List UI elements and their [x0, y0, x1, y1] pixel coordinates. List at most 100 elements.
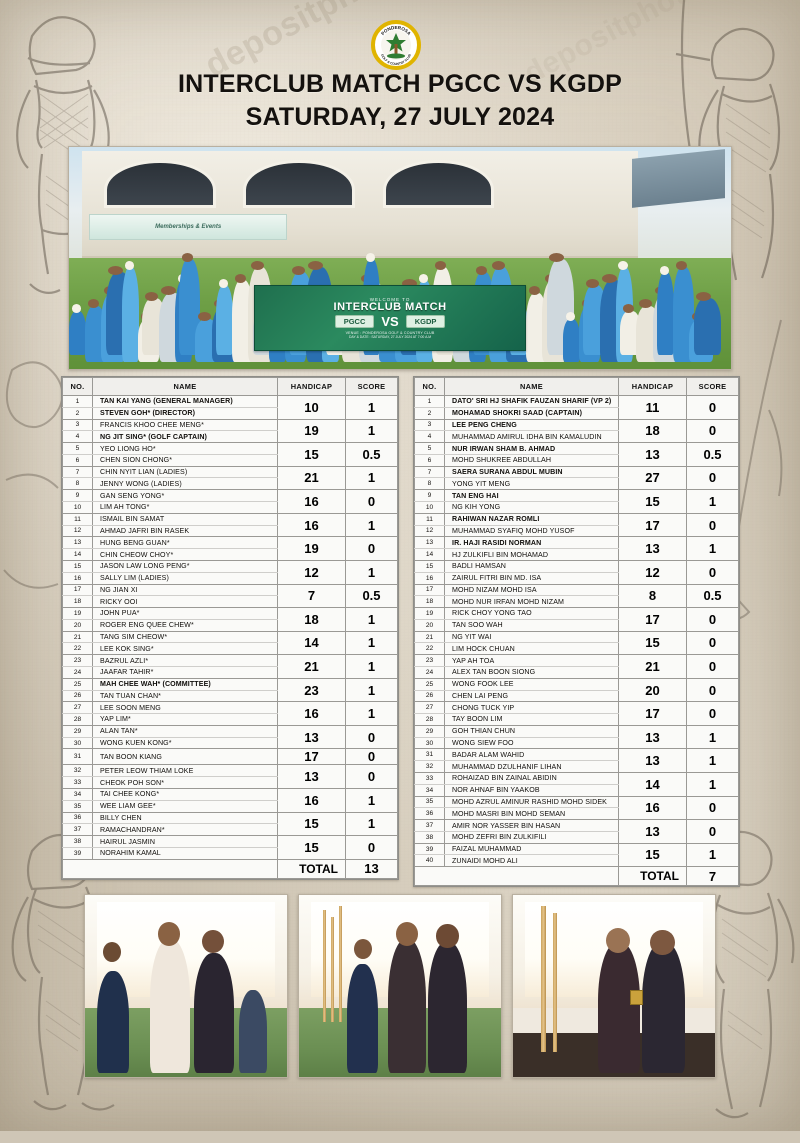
cell-score: 0 [686, 795, 739, 821]
total-label: TOTAL [618, 866, 687, 887]
cell-no: 12 [414, 524, 445, 538]
cell-score: 1 [345, 811, 398, 837]
cell-no: 30 [62, 736, 93, 750]
table-header-row: NO. NAME HANDICAP SCORE [62, 377, 398, 396]
total-spacer [414, 866, 619, 887]
cell-no: 26 [62, 689, 93, 703]
table-row: 28 YAP LIM* [62, 713, 398, 726]
cell-handicap: 15 [618, 489, 687, 514]
cell-name: PETER LEOW THIAM LOKE [92, 764, 278, 778]
cell-handicap: 11 [618, 395, 687, 420]
cell-no: 39 [414, 842, 445, 856]
table-row: 20 TAN SOO WAH [414, 618, 739, 632]
cell-name: MOHD SHUKREE ABDULLAH [444, 453, 619, 467]
cell-no: 30 [414, 736, 445, 750]
total-spacer [62, 858, 278, 879]
cell-no: 20 [414, 618, 445, 632]
cell-handicap: 17 [277, 748, 346, 766]
cell-handicap: 13 [618, 748, 687, 773]
cell-name: JENNY WONG (LADIES) [92, 477, 278, 491]
table-row: 12 MUHAMMAD SYAFIQ MOHD YUSOF [414, 524, 739, 538]
cell-no: 29 [62, 724, 93, 738]
cell-no: 32 [62, 764, 93, 778]
cell-score: 1 [345, 607, 398, 632]
cell-no: 7 [414, 465, 445, 479]
cell-no: 5 [414, 442, 445, 455]
table-row: 36 MOHD MASRI BIN MOHD SEMAN [414, 807, 739, 821]
table-row: 26 CHEN LAI PENG [414, 689, 739, 703]
cell-name: SALLY LIM (LADIES) [92, 571, 278, 585]
cell-name: TAI CHEE KONG* [92, 788, 278, 801]
cell-no: 20 [62, 618, 93, 632]
table-row: 35 WEE LIAM GEE* [62, 799, 398, 813]
cell-name: CHIN NYIT LIAN (LADIES) [92, 465, 278, 479]
table-row: 18 RICKY OOI [62, 595, 398, 609]
cell-name: MAH CHEE WAH* (COMMITTEE) [92, 677, 278, 691]
table-row: 16 ZAIRUL FITRI BIN MD. ISA [414, 571, 739, 585]
cell-no: 21 [62, 630, 93, 644]
table-row: 21 TANG SIM CHEOW* 14 1 [62, 630, 398, 656]
cell-no: 9 [62, 489, 93, 503]
table-row: 27 CHONG TUCK YIP 17 0 [414, 701, 739, 726]
table-row: 26 TAN TUAN CHAN* [62, 689, 398, 703]
pgcc-total-value: 13 [345, 858, 398, 879]
table-row: 3 FRANCIS KHOO CHEE MENG* 19 1 [62, 418, 398, 444]
table-row: 28 TAY BOON LIM [414, 713, 739, 726]
table-row: 24 ALEX TAN BOON SIONG [414, 665, 739, 679]
cell-score: 1 [345, 677, 398, 703]
cell-name: CHEN LAI PENG [444, 689, 619, 703]
cell-name: ZUNAIDI MOHD ALI [444, 854, 619, 868]
cell-name: MOHD AZRUL AMINUR RASHID MOHD SIDEK [444, 795, 619, 809]
cell-score: 1 [686, 489, 739, 514]
cell-name: NG KIH YONG [444, 501, 619, 514]
table-header-row: NO. NAME HANDICAP SCORE [414, 377, 739, 396]
cell-score: 1 [345, 788, 398, 813]
cell-name: CHIN CHEOW CHOY* [92, 548, 278, 561]
col-header-no: NO. [414, 377, 445, 396]
table-row: 3 LEE PENG CHENG 18 0 [414, 418, 739, 444]
cell-no: 31 [62, 748, 93, 766]
cell-no: 18 [414, 595, 445, 609]
cell-name: RAMACHANDRAN* [92, 823, 278, 837]
cell-handicap: 13 [277, 724, 346, 750]
table-row: 37 AMIR NOR YASSER BIN HASAN 13 0 [414, 819, 739, 844]
banner-vs: VS [381, 314, 399, 330]
cell-name: AMIR NOR YASSER BIN HASAN [444, 819, 619, 832]
cell-no: 25 [62, 677, 93, 691]
cell-no: 24 [414, 665, 445, 679]
group-photo: Memberships & Events WELCOME TO INTERCLU… [68, 146, 732, 370]
cell-handicap: 16 [277, 512, 346, 538]
table-row: 13 HUNG BENG GUAN* 19 0 [62, 536, 398, 561]
table-row: 25 MAH CHEE WAH* (COMMITTEE) 23 1 [62, 677, 398, 703]
kgdp-table-body: 1 DATO' SRI HJ SHAFIK FAUZAN SHARIF (VP 2… [414, 395, 739, 868]
cell-no: 4 [62, 430, 93, 444]
cell-no: 38 [62, 835, 93, 848]
cell-name: TAY BOON LIM [444, 713, 619, 726]
table-row: 5 YEO LIONG HO* 15 0.5 [62, 442, 398, 467]
table-row: 19 RICK CHOY YONG TAO 17 0 [414, 607, 739, 632]
cell-no: 13 [62, 536, 93, 550]
cell-no: 7 [62, 465, 93, 479]
cell-score: 1 [345, 701, 398, 726]
cell-score: 0 [686, 465, 739, 491]
cell-handicap: 15 [277, 811, 346, 837]
cell-no: 23 [62, 654, 93, 667]
cell-no: 22 [414, 642, 445, 656]
cell-no: 25 [414, 677, 445, 691]
cell-name: STEVEN GOH* (DIRECTOR) [92, 406, 278, 420]
cell-handicap: 18 [277, 607, 346, 632]
table-row: 1 DATO' SRI HJ SHAFIK FAUZAN SHARIF (VP 2… [414, 395, 739, 420]
cell-no: 8 [62, 477, 93, 491]
table-row: 37 RAMACHANDRAN* [62, 823, 398, 837]
cell-name: LIM AH TONG* [92, 501, 278, 514]
table-row: 15 JASON LAW LONG PENG* 12 1 [62, 559, 398, 585]
cell-no: 35 [414, 795, 445, 809]
cell-name: NORAHIM KAMAL [92, 846, 278, 860]
cell-no: 26 [414, 689, 445, 703]
title-line-1: INTERCLUB MATCH PGCC VS KGDP [177, 70, 623, 98]
cell-name: LEE SOON MENG [92, 701, 278, 715]
table-row: 9 TAN ENG HAI 15 1 [414, 489, 739, 514]
cell-name: JAAFAR TAHIR* [92, 665, 278, 679]
cell-handicap: 8 [618, 583, 687, 609]
cell-no: 12 [62, 524, 93, 538]
